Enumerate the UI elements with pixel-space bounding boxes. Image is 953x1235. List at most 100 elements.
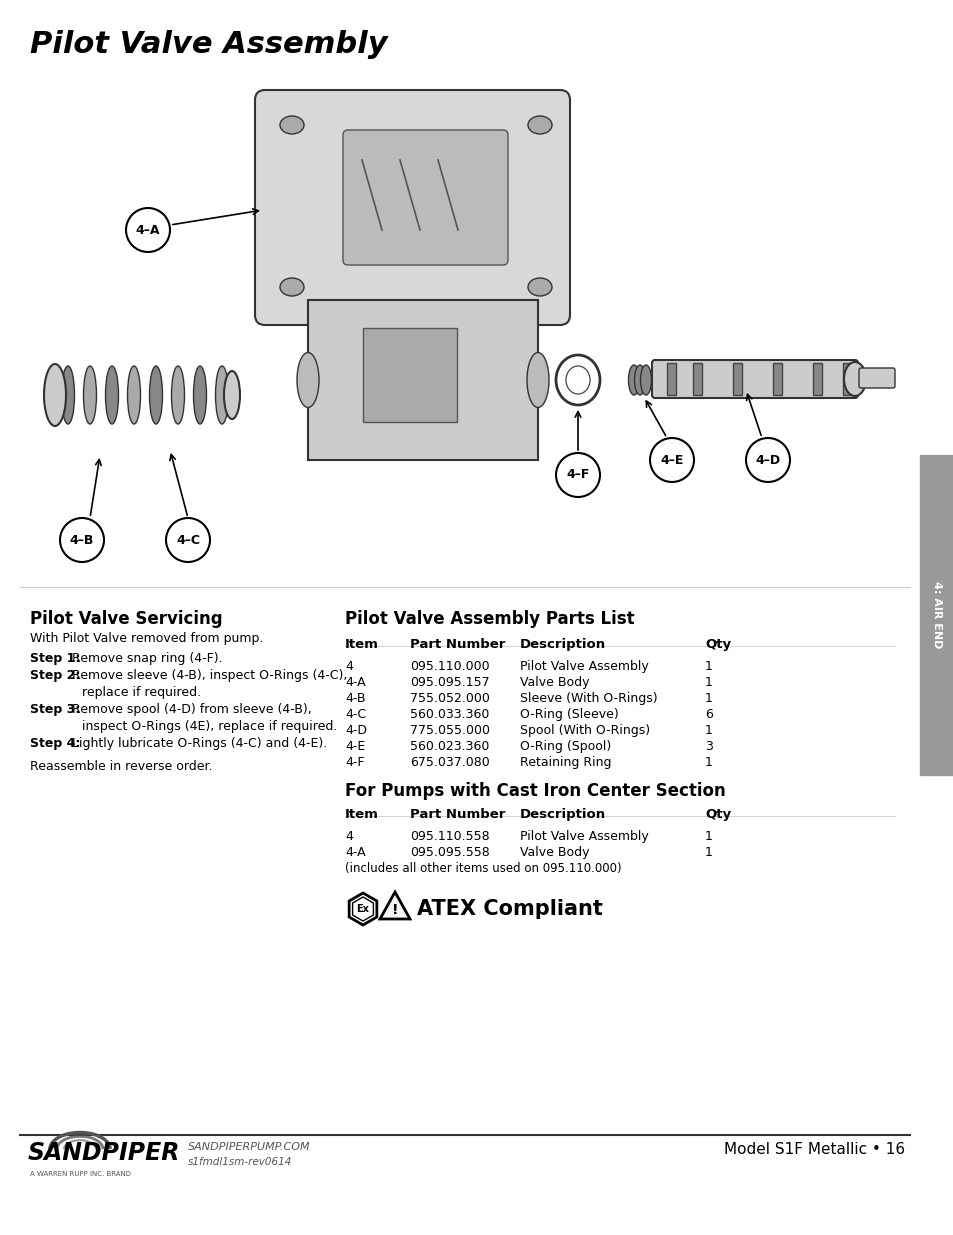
Ellipse shape	[634, 366, 645, 395]
Ellipse shape	[843, 362, 865, 396]
Ellipse shape	[106, 366, 118, 424]
Text: Part Number: Part Number	[410, 808, 505, 821]
FancyBboxPatch shape	[363, 329, 456, 422]
Ellipse shape	[639, 366, 651, 395]
Text: 095.095.558: 095.095.558	[410, 846, 489, 860]
Text: 4-F: 4-F	[345, 756, 364, 769]
FancyBboxPatch shape	[651, 359, 857, 398]
Ellipse shape	[128, 366, 140, 424]
Text: Pilot Valve Assembly Parts List: Pilot Valve Assembly Parts List	[345, 610, 634, 629]
Text: Ex: Ex	[356, 904, 369, 914]
Ellipse shape	[280, 278, 304, 296]
Text: 675.037.080: 675.037.080	[410, 756, 489, 769]
Text: Qty: Qty	[704, 808, 730, 821]
FancyBboxPatch shape	[812, 363, 821, 395]
Ellipse shape	[280, 116, 304, 135]
Text: s1fmdl1sm-rev0614: s1fmdl1sm-rev0614	[188, 1157, 292, 1167]
Text: 4–C: 4–C	[175, 534, 200, 547]
FancyBboxPatch shape	[666, 363, 676, 395]
Text: 095.110.558: 095.110.558	[410, 830, 489, 844]
Text: 4–A: 4–A	[135, 224, 160, 236]
Text: SANDPIPERPUMP.COM: SANDPIPERPUMP.COM	[188, 1142, 311, 1152]
Text: 4-A: 4-A	[345, 846, 365, 860]
Text: 1: 1	[704, 724, 712, 737]
Text: Reassemble in reverse order.: Reassemble in reverse order.	[30, 760, 213, 773]
Circle shape	[166, 517, 210, 562]
Text: !: !	[392, 903, 397, 918]
Text: 6: 6	[704, 708, 712, 721]
FancyBboxPatch shape	[842, 363, 851, 395]
FancyBboxPatch shape	[254, 90, 569, 325]
Ellipse shape	[215, 366, 229, 424]
Text: 1: 1	[704, 830, 712, 844]
Ellipse shape	[193, 366, 206, 424]
Text: With Pilot Valve removed from pump.: With Pilot Valve removed from pump.	[30, 632, 263, 645]
Polygon shape	[379, 892, 410, 919]
Ellipse shape	[527, 278, 552, 296]
Text: Pilot Valve Assembly: Pilot Valve Assembly	[30, 30, 387, 59]
Circle shape	[556, 453, 599, 496]
Text: replace if required.: replace if required.	[82, 685, 201, 699]
Text: 1: 1	[704, 676, 712, 689]
Circle shape	[649, 438, 693, 482]
Text: 4–D: 4–D	[755, 453, 780, 467]
Text: 4–E: 4–E	[659, 453, 683, 467]
Text: Part Number: Part Number	[410, 638, 505, 651]
Text: O-Ring (Sleeve): O-Ring (Sleeve)	[519, 708, 618, 721]
FancyBboxPatch shape	[308, 300, 537, 459]
Text: 775.055.000: 775.055.000	[410, 724, 490, 737]
Text: Valve Body: Valve Body	[519, 846, 589, 860]
Text: 560.023.360: 560.023.360	[410, 740, 489, 753]
Text: Description: Description	[519, 808, 605, 821]
Text: Remove sleeve (4-B), inspect O-Rings (4-C),: Remove sleeve (4-B), inspect O-Rings (4-…	[68, 669, 347, 682]
Text: Item: Item	[345, 808, 378, 821]
FancyBboxPatch shape	[692, 363, 701, 395]
Ellipse shape	[150, 366, 162, 424]
Text: 4-B: 4-B	[345, 692, 365, 705]
Text: 1: 1	[704, 659, 712, 673]
Text: Sleeve (With O-Rings): Sleeve (With O-Rings)	[519, 692, 657, 705]
Text: For Pumps with Cast Iron Center Section: For Pumps with Cast Iron Center Section	[345, 782, 725, 800]
Text: 4–B: 4–B	[70, 534, 94, 547]
Text: Pilot Valve Assembly: Pilot Valve Assembly	[519, 830, 648, 844]
Text: 1: 1	[704, 692, 712, 705]
Text: O-Ring (Spool): O-Ring (Spool)	[519, 740, 611, 753]
Text: Step 1:: Step 1:	[30, 652, 80, 664]
Text: (includes all other items used on 095.110.000): (includes all other items used on 095.11…	[345, 862, 621, 876]
Text: Pilot Valve Assembly: Pilot Valve Assembly	[519, 659, 648, 673]
Text: 1: 1	[704, 846, 712, 860]
Text: 3: 3	[704, 740, 712, 753]
Text: Step 3:: Step 3:	[30, 703, 80, 716]
Text: 4: 4	[345, 830, 353, 844]
Text: 4-C: 4-C	[345, 708, 366, 721]
Text: ATEX Compliant: ATEX Compliant	[416, 899, 602, 919]
Text: 4-A: 4-A	[345, 676, 365, 689]
Text: 1: 1	[704, 756, 712, 769]
Text: Description: Description	[519, 638, 605, 651]
Ellipse shape	[527, 116, 552, 135]
Text: Valve Body: Valve Body	[519, 676, 589, 689]
FancyBboxPatch shape	[343, 130, 507, 266]
Text: Qty: Qty	[704, 638, 730, 651]
Circle shape	[126, 207, 170, 252]
Ellipse shape	[526, 352, 548, 408]
Text: 4-E: 4-E	[345, 740, 365, 753]
Text: Remove snap ring (4-F).: Remove snap ring (4-F).	[68, 652, 222, 664]
FancyBboxPatch shape	[732, 363, 741, 395]
Text: A WARREN RUPP INC. BRAND: A WARREN RUPP INC. BRAND	[30, 1171, 131, 1177]
Text: Step 4:: Step 4:	[30, 737, 80, 750]
Text: Model S1F Metallic • 16: Model S1F Metallic • 16	[723, 1141, 904, 1156]
Circle shape	[745, 438, 789, 482]
Text: Step 2:: Step 2:	[30, 669, 80, 682]
Ellipse shape	[61, 366, 74, 424]
Text: Pilot Valve Servicing: Pilot Valve Servicing	[30, 610, 222, 629]
Text: SANDPIPER: SANDPIPER	[28, 1141, 180, 1165]
Text: 4–F: 4–F	[566, 468, 589, 482]
Text: 095.095.157: 095.095.157	[410, 676, 489, 689]
Text: 4-D: 4-D	[345, 724, 367, 737]
Text: inspect O-Rings (4E), replace if required.: inspect O-Rings (4E), replace if require…	[82, 720, 337, 734]
Text: Item: Item	[345, 638, 378, 651]
Text: 4: AIR END: 4: AIR END	[931, 582, 941, 648]
Text: 095.110.000: 095.110.000	[410, 659, 489, 673]
Text: Remove spool (4-D) from sleeve (4-B),: Remove spool (4-D) from sleeve (4-B),	[68, 703, 312, 716]
